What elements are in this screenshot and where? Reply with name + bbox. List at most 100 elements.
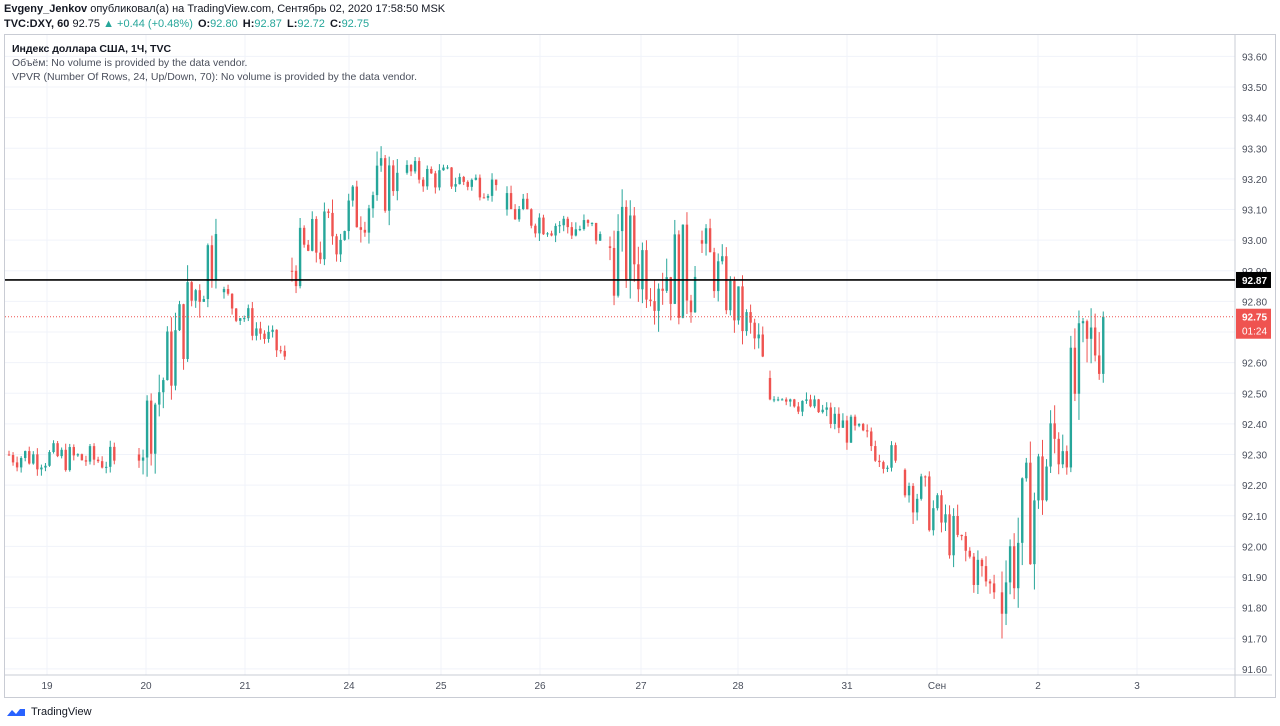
candle-body (162, 380, 165, 393)
candle-body (263, 333, 266, 339)
open-value: 92.80 (210, 18, 238, 30)
high-label: H: (242, 18, 255, 30)
candle-body (474, 177, 478, 180)
last-price-label: 92.75 (1242, 313, 1267, 324)
candle-body (351, 186, 354, 201)
candle-body (964, 536, 967, 551)
x-tick-label: 24 (343, 681, 355, 692)
candle-body (1037, 456, 1040, 501)
candle-body (558, 225, 561, 227)
candle-body (956, 516, 959, 535)
candle-body (841, 420, 845, 428)
candle-body (837, 413, 841, 428)
x-tick-label: 21 (239, 681, 251, 692)
candle-body (757, 334, 760, 339)
x-tick-label: 31 (841, 681, 853, 692)
candle-body (805, 399, 808, 401)
candle-body (928, 476, 931, 531)
x-tick-label: Сен (928, 681, 946, 692)
candle-body (789, 399, 792, 402)
candle-body (36, 454, 39, 470)
candle-body (1033, 500, 1036, 565)
legend-volume: Объём: No volume is provided by the data… (12, 57, 248, 69)
chart-header: Evgeny_Jenkov опубликовал(а) на TradingV… (4, 2, 1274, 32)
candle-body (84, 460, 88, 462)
candle-body (88, 446, 92, 462)
candle-body (620, 206, 624, 232)
candle-body (866, 430, 869, 432)
close-value: 92.75 (341, 18, 370, 30)
candle-body (454, 184, 457, 187)
candle-body (1017, 542, 1020, 589)
author-name[interactable]: Evgeny_Jenkov (4, 3, 88, 15)
candle-body (980, 559, 984, 567)
candle-body (984, 566, 988, 582)
candle-body (24, 451, 27, 459)
y-tick-label: 93.30 (1242, 144, 1267, 155)
x-tick-label: 28 (732, 681, 744, 692)
candle-body (761, 334, 764, 357)
candle-body (960, 534, 963, 537)
candle-body (785, 399, 788, 402)
candle-body (275, 329, 278, 351)
candle-body (323, 211, 326, 260)
candle-body (574, 229, 578, 236)
y-tick-label: 93.60 (1242, 52, 1267, 63)
candle-body (113, 446, 116, 461)
candle-body (853, 416, 857, 426)
candle-body (1085, 321, 1089, 339)
candle-body (562, 218, 565, 226)
candle-body (1029, 462, 1032, 565)
candle-body (315, 218, 318, 253)
candle-body (1098, 355, 1101, 374)
candle-body (347, 200, 350, 232)
candle-body (302, 227, 306, 245)
candle-body (920, 476, 923, 499)
candle-body (482, 197, 486, 199)
candle-body (890, 445, 893, 468)
candle-body (343, 231, 346, 240)
change-text: +0.44 (+0.48%) (117, 18, 193, 30)
candle-body (825, 407, 828, 410)
candle-body (645, 250, 648, 300)
candle-body (793, 399, 796, 407)
candle-body (68, 447, 71, 471)
candle-body (371, 195, 375, 209)
tradingview-logo-icon[interactable] (6, 706, 26, 718)
level-label-box (1236, 271, 1271, 288)
candle-body (234, 308, 238, 321)
candle-body (426, 168, 429, 187)
candle-body (76, 454, 80, 456)
last-price-label-box (1236, 308, 1271, 339)
candle-body (375, 165, 379, 196)
candle-body (96, 459, 100, 462)
candle-body (100, 461, 104, 468)
candle-body (550, 233, 553, 236)
countdown-label: 01:24 (1242, 327, 1267, 338)
candle-body (331, 212, 334, 237)
candle-body (870, 431, 873, 447)
candle-body (809, 399, 812, 407)
candle-body (598, 234, 602, 241)
level-label: 92.87 (1242, 276, 1267, 287)
candle-body (681, 224, 685, 318)
chart-frame[interactable] (4, 34, 1276, 698)
candle-body (430, 168, 433, 174)
candle-body (1012, 546, 1016, 589)
candle-body (725, 256, 728, 311)
candle-body (170, 331, 173, 386)
candle-body (704, 228, 708, 244)
candle-body (737, 286, 740, 321)
footer-brand[interactable]: TradingView (31, 706, 92, 718)
candle-body (749, 312, 752, 323)
candle-body (339, 239, 342, 255)
candle-body (861, 423, 865, 431)
candle-body (952, 516, 955, 556)
low-value: 92.72 (297, 18, 325, 30)
candle-body (255, 328, 258, 336)
candle-body (267, 331, 270, 339)
candle-body (733, 280, 736, 321)
candle-body (657, 288, 660, 311)
candle-body (409, 164, 413, 172)
